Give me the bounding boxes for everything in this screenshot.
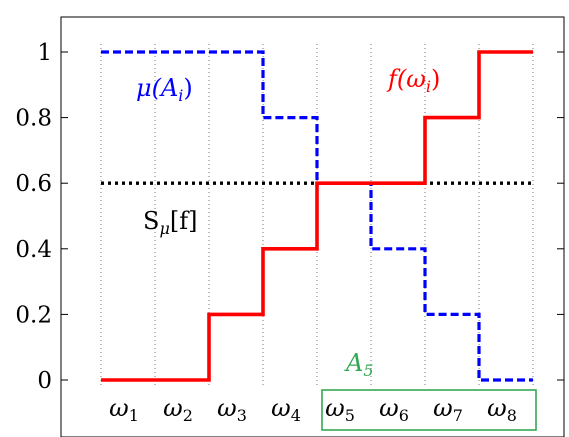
y-tick-label: 0.6 xyxy=(15,171,52,197)
x-tick-label: ω5 xyxy=(325,394,355,425)
x-axis: ω1 ω2 ω3 ω4 ω5 ω6 ω7 ω8 xyxy=(109,394,517,425)
x-tick-label: ω4 xyxy=(271,394,301,425)
label-f: f(ωi) xyxy=(386,65,440,96)
plot-frame xyxy=(60,16,565,437)
y-axis: 0 0.2 0.4 0.6 0.8 1 xyxy=(15,40,564,394)
x-tick-label: ω7 xyxy=(433,394,463,425)
series-labels: μ(Ai) f(ωi) Sμ[f] A5 xyxy=(136,65,440,380)
x-tick-label: ω1 xyxy=(109,394,139,425)
series-lines xyxy=(101,50,533,382)
y-tick-label: 0.4 xyxy=(15,237,52,263)
y-tick-label: 1 xyxy=(37,40,52,66)
label-mu: μ(Ai) xyxy=(136,74,193,105)
x-tick-label: ω3 xyxy=(217,394,247,425)
x-tick-label: ω2 xyxy=(163,394,193,425)
x-tick-label: ω6 xyxy=(379,394,409,425)
label-a5: A5 xyxy=(344,349,374,380)
x-tick-label: ω8 xyxy=(487,394,517,425)
y-tick-label: 0.8 xyxy=(15,106,52,132)
label-sugeno: Sμ[f] xyxy=(143,207,197,238)
series-f-line xyxy=(101,50,533,382)
a5-box xyxy=(321,389,537,431)
y-tick-label: 0.2 xyxy=(15,302,52,328)
y-tick-label: 0 xyxy=(37,368,52,394)
